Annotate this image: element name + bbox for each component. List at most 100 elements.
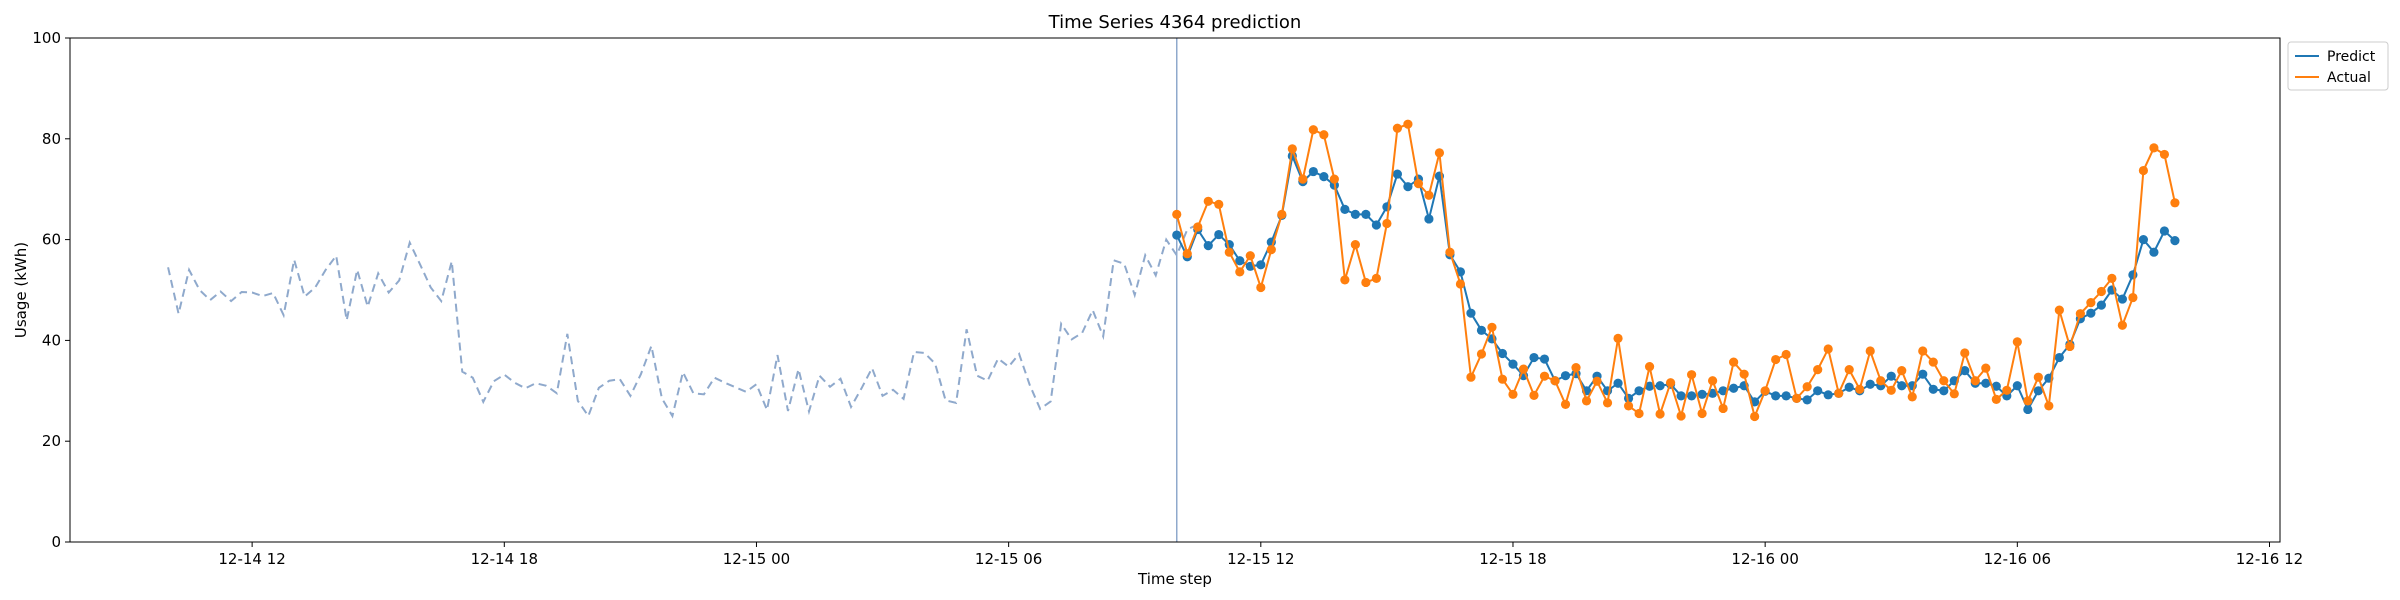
x-tick-label: 12-15 00: [723, 550, 790, 568]
data-point: [2054, 305, 2064, 315]
data-point: [2159, 226, 2170, 236]
data-point: [2128, 270, 2138, 280]
plot-background: [70, 38, 2280, 542]
data-point: [1981, 363, 1991, 373]
data-point: [2096, 300, 2106, 310]
data-point: [1697, 408, 1707, 419]
data-point: [1855, 384, 1865, 394]
data-point: [1687, 391, 1697, 401]
data-point: [1235, 256, 1245, 266]
data-point: [1277, 209, 1287, 219]
data-point: [1644, 381, 1655, 391]
data-point: [1434, 148, 1445, 158]
data-point: [1361, 209, 1371, 219]
data-point: [1970, 376, 1980, 386]
legend-label: Predict: [2327, 49, 2376, 65]
data-point: [2002, 385, 2012, 395]
data-point: [1518, 364, 1529, 374]
data-point: [1665, 378, 1676, 388]
data-point: [2159, 149, 2170, 160]
data-point: [2065, 341, 2075, 352]
data-point: [1214, 199, 1224, 209]
data-point: [1581, 396, 1592, 406]
data-point: [1960, 348, 1970, 358]
data-point: [2023, 404, 2033, 415]
data-point: [1560, 399, 1571, 410]
data-point: [1508, 359, 1518, 369]
data-point: [1319, 130, 1329, 140]
data-point: [1172, 230, 1182, 240]
y-tick-label: 60: [42, 231, 61, 249]
data-point: [2054, 352, 2064, 363]
data-point: [1991, 394, 2001, 404]
data-point: [1266, 245, 1276, 255]
data-point: [1340, 204, 1350, 214]
data-point: [1634, 408, 1644, 419]
data-point: [1539, 371, 1550, 381]
data-point: [1928, 357, 1938, 367]
data-point: [1350, 240, 1360, 250]
data-point: [1928, 384, 1938, 394]
data-point: [1697, 389, 1707, 399]
data-point: [1350, 209, 1360, 219]
data-point: [1403, 182, 1413, 192]
data-point: [1623, 401, 1634, 411]
data-point: [1844, 365, 1854, 375]
data-point: [2086, 298, 2096, 308]
data-point: [1235, 267, 1245, 277]
data-point: [1298, 174, 1308, 184]
data-point: [1718, 386, 1728, 396]
data-point: [1361, 277, 1371, 288]
y-tick-label: 100: [32, 29, 61, 47]
data-point: [1382, 202, 1392, 212]
data-point: [1897, 366, 1907, 376]
data-point: [1329, 174, 1339, 184]
data-point: [1865, 346, 1875, 356]
data-point: [1865, 379, 1875, 389]
data-point: [1750, 411, 1760, 422]
data-point: [2012, 381, 2022, 391]
data-point: [1245, 251, 1255, 261]
data-point: [1203, 241, 1213, 251]
data-point: [1424, 214, 1434, 224]
data-point: [1802, 395, 1812, 405]
data-point: [1256, 282, 1266, 293]
y-axis-label: Usage (kWh): [12, 242, 30, 338]
data-point: [1308, 125, 1318, 135]
data-point: [1771, 391, 1781, 401]
x-tick-label: 12-15 06: [975, 550, 1042, 568]
data-point: [1760, 386, 1770, 396]
data-point: [1886, 371, 1896, 381]
data-point: [1529, 352, 1539, 363]
data-point: [2033, 386, 2043, 396]
data-point: [1319, 172, 1329, 182]
data-point: [2128, 292, 2138, 303]
data-point: [1981, 378, 1991, 388]
data-point: [1466, 372, 1476, 382]
data-point: [1918, 346, 1928, 356]
data-point: [2033, 372, 2043, 382]
data-point: [1813, 365, 1823, 375]
data-point: [2170, 198, 2180, 208]
plot-frame: [69, 37, 2281, 543]
data-point: [1655, 409, 1665, 419]
data-point: [1424, 190, 1434, 200]
data-point: [1655, 381, 1665, 391]
data-point: [1687, 370, 1697, 380]
legend: Predict Actual: [2287, 41, 2389, 91]
data-point: [1382, 218, 1392, 229]
y-tick-label: 40: [42, 331, 61, 349]
data-point: [2149, 247, 2159, 257]
data-point: [1939, 386, 1949, 396]
x-tick-label: 12-16 12: [2236, 550, 2303, 568]
data-point: [2096, 286, 2106, 297]
data-point: [2149, 143, 2159, 153]
data-point: [1771, 354, 1781, 365]
x-tick-label: 12-16 06: [1984, 550, 2051, 568]
data-point: [1340, 275, 1350, 285]
data-point: [2117, 320, 2127, 330]
data-point: [1445, 247, 1455, 257]
data-point: [2138, 165, 2149, 176]
x-tick-label: 12-15 18: [1479, 550, 1546, 568]
